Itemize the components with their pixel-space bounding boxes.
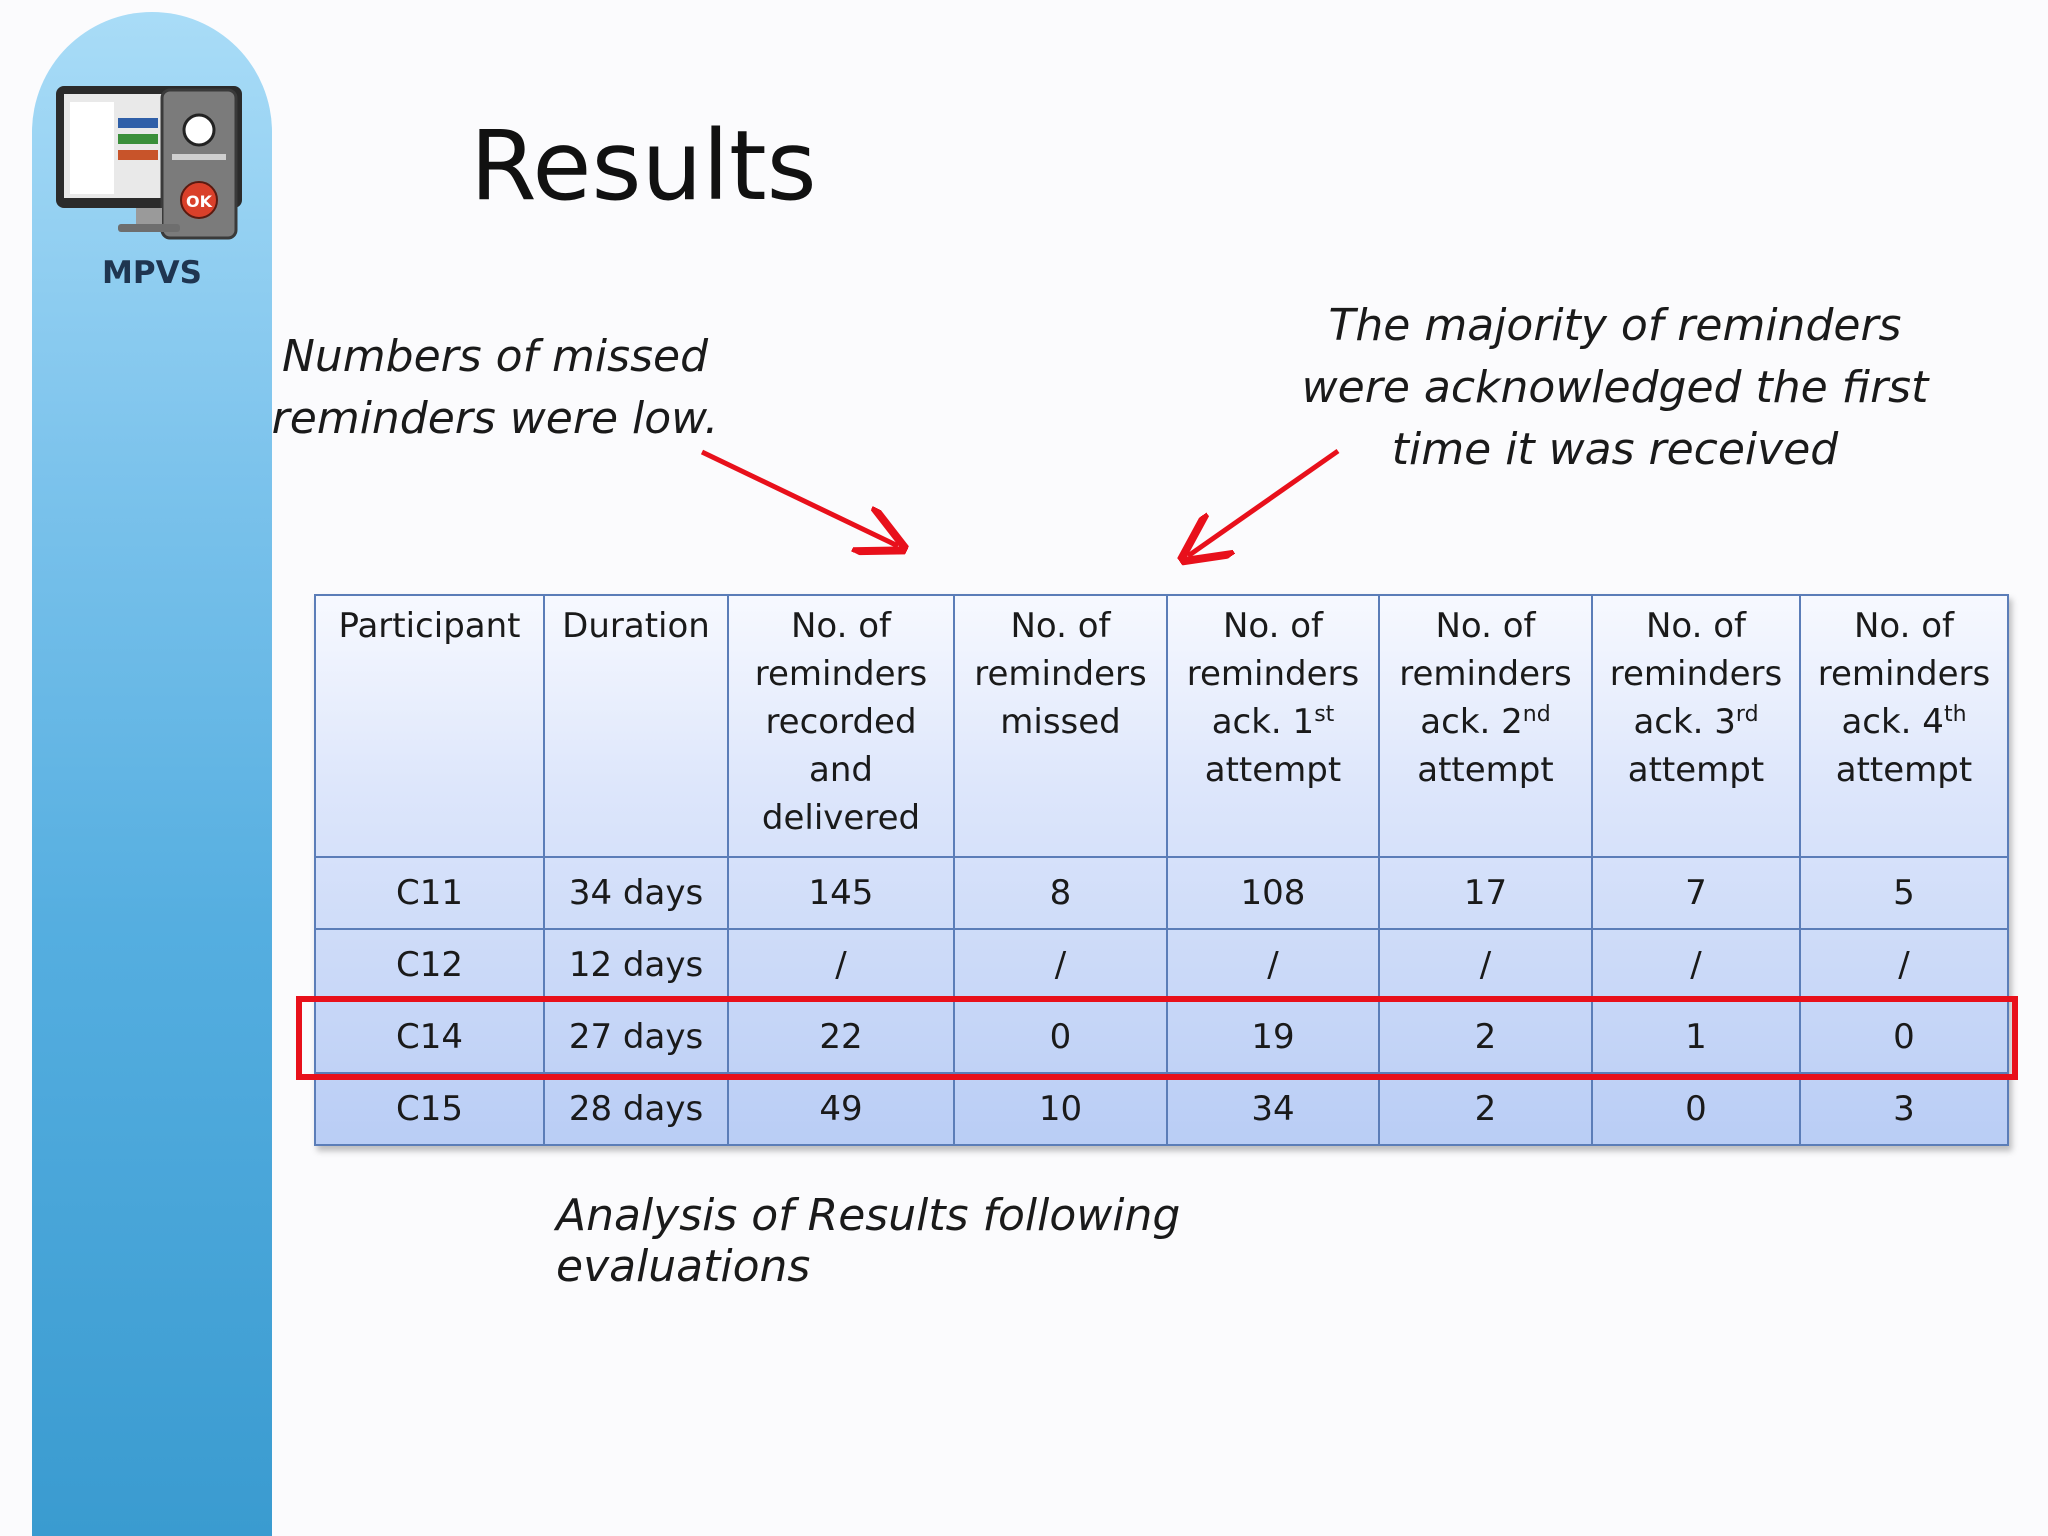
table-cell: C11 (314, 856, 545, 930)
header-suffix: attempt (1835, 750, 1973, 790)
table-row-highlighted: C14 27 days 22 0 19 2 1 0 (314, 1000, 2009, 1074)
table-cell: 0 (953, 1000, 1168, 1074)
header-suffix: attempt (1204, 750, 1342, 790)
slide-caption: Analysis of Results following evaluation… (556, 1190, 1181, 1292)
table-cell: / (1799, 928, 2009, 1002)
table-cell: C14 (314, 1000, 545, 1074)
table-cell: 1 (1591, 1000, 1801, 1074)
table-cell: 108 (1166, 856, 1380, 930)
column-header: No. of reminders recorded and delivered (727, 594, 955, 858)
table-row: C15 28 days 49 10 34 2 0 3 (314, 1072, 2009, 1146)
table-cell: 8 (953, 856, 1168, 930)
table-cell: / (1166, 928, 1380, 1002)
header-label: No. of reminders recorded and delivered (754, 606, 928, 838)
column-header: Duration (543, 594, 729, 858)
table-cell: 0 (1799, 1000, 2009, 1074)
column-header: No. of reminders ack. 3rd attempt (1591, 594, 1801, 858)
header-superscript: nd (1522, 702, 1551, 727)
table-cell: 5 (1799, 856, 2009, 930)
table-cell: / (953, 928, 1168, 1002)
header-label: No. of reminders ack. 3 (1609, 606, 1783, 742)
table-cell: / (1378, 928, 1593, 1002)
table-header-row: Participant Duration No. of reminders re… (314, 594, 2009, 858)
table-cell: 49 (727, 1072, 955, 1146)
logo-ok-label: OK (186, 192, 213, 211)
header-superscript: rd (1735, 702, 1759, 727)
table-cell: 27 days (543, 1000, 729, 1074)
header-suffix: attempt (1417, 750, 1554, 790)
column-header: No. of reminders ack. 1st attempt (1166, 594, 1380, 858)
header-label: No. of reminders ack. 1 (1186, 606, 1360, 742)
note-first-acknowledgement: The majority of reminders were acknowled… (1301, 300, 1929, 475)
slide-title: Results (470, 110, 817, 222)
table-cell: 145 (727, 856, 955, 930)
header-label: No. of reminders ack. 4 (1817, 606, 1991, 742)
table-cell: 17 (1378, 856, 1593, 930)
header-suffix: attempt (1627, 750, 1765, 790)
header-label: No. of reminders ack. 2 (1399, 606, 1572, 742)
table-cell: 22 (727, 1000, 955, 1074)
column-header: No. of reminders ack. 4th attempt (1799, 594, 2009, 858)
note-missed-reminders: Numbers of missed reminders were low. (271, 331, 719, 444)
column-header: No. of reminders missed (953, 594, 1168, 858)
header-superscript: th (1943, 702, 1967, 727)
table-cell: C12 (314, 928, 545, 1002)
table-cell: C15 (314, 1072, 545, 1146)
table-cell: / (1591, 928, 1801, 1002)
sidebar-band (32, 12, 272, 1536)
table-cell: 10 (953, 1072, 1168, 1146)
column-header: Participant (314, 594, 545, 858)
column-header: No. of reminders ack. 2nd attempt (1378, 594, 1593, 858)
table-cell: 19 (1166, 1000, 1380, 1074)
header-superscript: st (1314, 702, 1335, 727)
table-cell: 34 (1166, 1072, 1380, 1146)
results-table: Participant Duration No. of reminders re… (314, 594, 2009, 1146)
table-cell: 0 (1591, 1072, 1801, 1146)
table-cell: 3 (1799, 1072, 2009, 1146)
header-label: No. of reminders missed (974, 606, 1147, 742)
arrow-to-first-attempt-column (1188, 448, 1340, 556)
table-cell: 2 (1378, 1072, 1593, 1146)
table-row: C12 12 days / / / / / / (314, 928, 2009, 1002)
arrow-to-missed-column (700, 449, 898, 546)
table-cell: 34 days (543, 856, 729, 930)
header-label: Duration (562, 606, 710, 646)
table-cell: 12 days (543, 928, 729, 1002)
table-cell: 28 days (543, 1072, 729, 1146)
table-cell: 2 (1378, 1000, 1593, 1074)
header-label: Participant (338, 606, 521, 646)
mpvs-logo-icon: OK (56, 86, 242, 240)
logo-caption: MPVS (102, 255, 202, 291)
table-row: C11 34 days 145 8 108 17 7 5 (314, 856, 2009, 930)
table-cell: / (727, 928, 955, 1002)
table-cell: 7 (1591, 856, 1801, 930)
